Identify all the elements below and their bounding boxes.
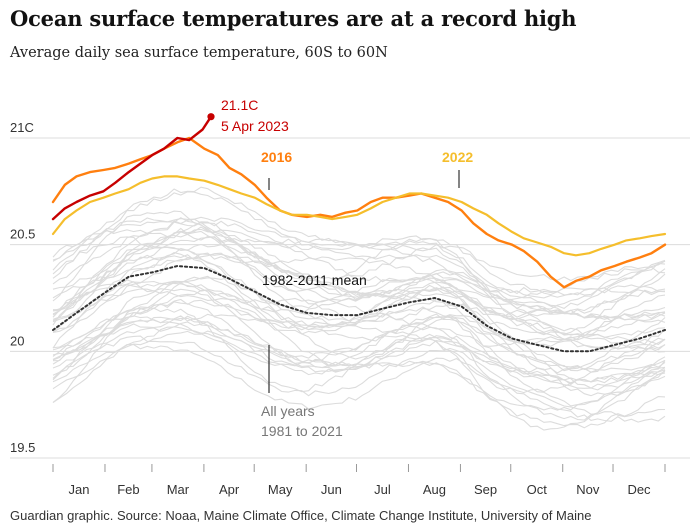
x-axis: Jan Feb Mar Apr May Jun Jul Aug Sep Oct Nov Dec: [52, 464, 666, 497]
series-lines: [51, 115, 667, 353]
x-tick-label: May: [268, 482, 293, 497]
historical-year-line: [52, 236, 666, 318]
temperature-chart: 21C 20.5 20 19.5 Jan Feb Mar Apr May Jun Jul Aug Se…: [10, 97, 690, 497]
x-tick-label: Jun: [321, 482, 342, 497]
label-2016: 2016: [261, 149, 292, 165]
x-tick-label: Jan: [69, 482, 90, 497]
x-tick-label: Sep: [474, 482, 497, 497]
historical-year-line: [52, 254, 666, 372]
x-tick-label: Aug: [423, 482, 446, 497]
historical-year-line: [52, 186, 666, 296]
y-tick-label: 20: [10, 333, 24, 348]
historical-year-line: [52, 244, 666, 347]
chart-subtitle: Average daily sea surface temperature, 6…: [10, 45, 388, 61]
historical-year-line: [52, 316, 666, 383]
historical-year-line: [52, 221, 666, 321]
record-marker: [207, 113, 215, 121]
x-tick-label: Nov: [576, 482, 600, 497]
historical-year-line: [52, 216, 666, 310]
x-tick-label: Mar: [167, 482, 190, 497]
historical-year-line: [52, 253, 666, 343]
historical-year-line: [52, 273, 666, 371]
label-2022: 2022: [442, 149, 473, 165]
historical-year-line: [52, 191, 666, 315]
historical-year-line: [52, 210, 666, 335]
historical-year-line: [52, 217, 666, 282]
series-line-mean: [52, 265, 666, 353]
all-years-label-line1: All years: [261, 403, 315, 419]
x-tick-label: Dec: [627, 482, 651, 497]
historical-year-line: [52, 330, 666, 411]
record-date-label: 5 Apr 2023: [221, 118, 289, 134]
y-tick-label: 21C: [10, 120, 34, 135]
historical-year-line: [52, 228, 666, 320]
x-tick-label: Feb: [117, 482, 139, 497]
y-tick-label: 19.5: [10, 440, 35, 455]
series-line-2023: [51, 115, 213, 221]
historical-year-line: [52, 344, 666, 423]
all-years-label-line2: 1981 to 2021: [261, 423, 343, 439]
gridlines: 21C 20.5 20 19.5: [10, 120, 690, 459]
historical-year-line: [52, 313, 666, 394]
historical-year-line: [52, 335, 666, 418]
x-tick-label: Oct: [527, 482, 548, 497]
background-years: [52, 186, 666, 431]
series-line-2022: [51, 175, 667, 257]
mean-label: 1982-2011 mean: [262, 272, 367, 288]
record-value-label: 21.1C: [221, 97, 258, 113]
x-tick-label: Apr: [219, 482, 240, 497]
source-footer: Guardian graphic. Source: Noaa, Maine Cl…: [10, 508, 592, 523]
historical-year-line: [52, 289, 666, 374]
y-tick-label: 20.5: [10, 227, 35, 242]
historical-year-line: [52, 276, 666, 391]
historical-year-line: [52, 252, 666, 336]
annotations: 21.1C 5 Apr 2023 2016 2022 1982-2011 mea…: [207, 97, 473, 439]
chart-title: Ocean surface temperatures are at a reco…: [10, 6, 577, 31]
x-tick-label: Jul: [374, 482, 391, 497]
